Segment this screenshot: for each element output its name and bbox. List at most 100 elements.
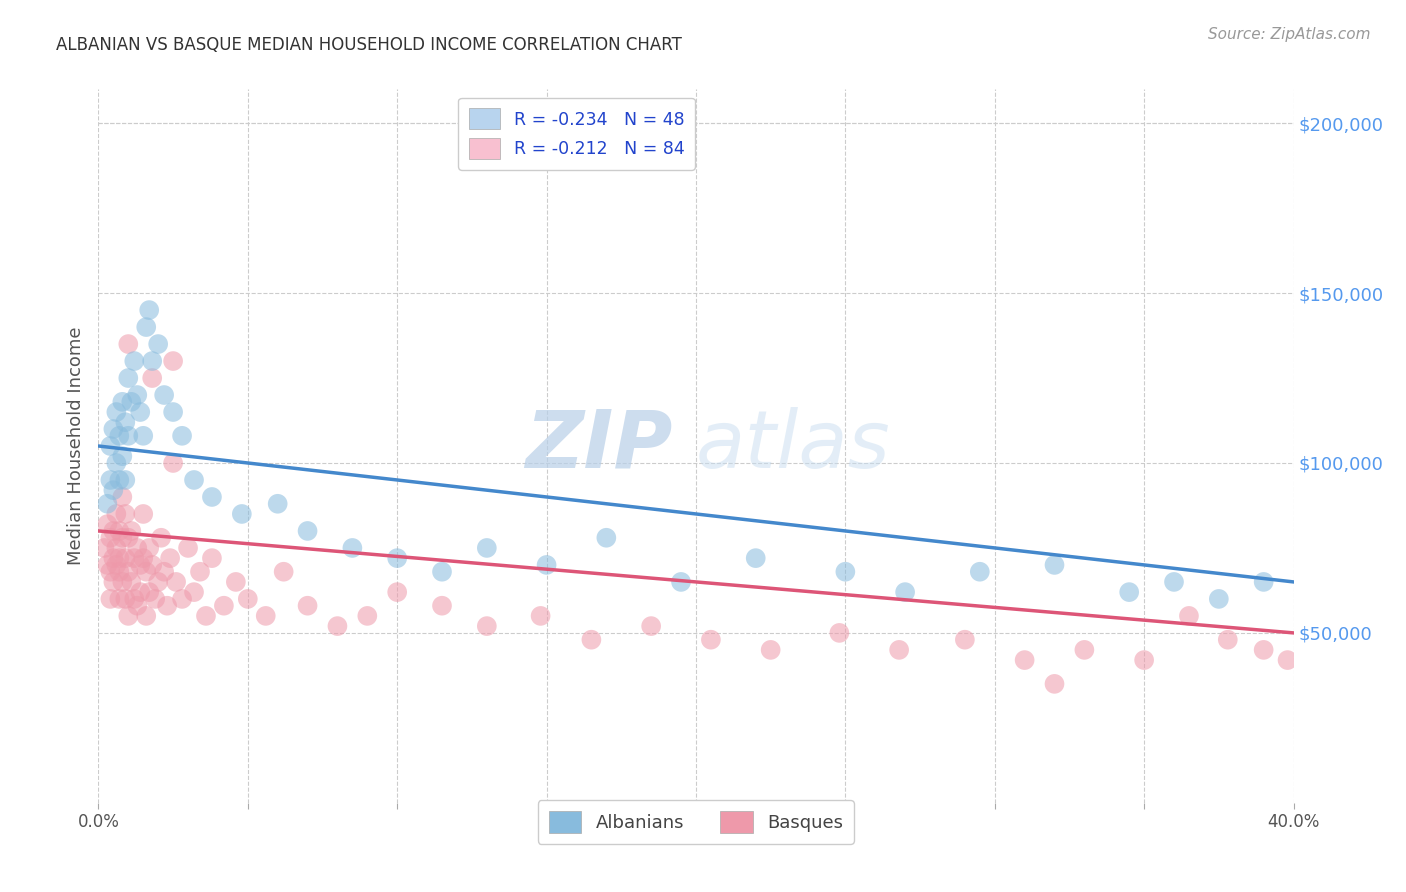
Point	[536, 558, 558, 572]
Point	[153, 565, 176, 579]
Point	[141, 371, 163, 385]
Point	[581, 632, 603, 647]
Point	[117, 337, 139, 351]
Text: ZIP: ZIP	[524, 407, 672, 485]
Point	[108, 551, 131, 566]
Point	[236, 591, 259, 606]
Point	[124, 354, 146, 368]
Point	[120, 394, 142, 409]
Point	[127, 599, 149, 613]
Point	[297, 599, 319, 613]
Point	[129, 585, 152, 599]
Point	[105, 405, 128, 419]
Point	[124, 551, 146, 566]
Point	[117, 429, 139, 443]
Text: atlas: atlas	[696, 407, 891, 485]
Point	[188, 565, 211, 579]
Point	[595, 531, 617, 545]
Point	[135, 608, 157, 623]
Point	[98, 531, 122, 545]
Point	[127, 541, 149, 555]
Point	[1043, 558, 1066, 572]
Point	[114, 507, 136, 521]
Point	[111, 531, 134, 545]
Point	[108, 429, 131, 443]
Point	[894, 585, 917, 599]
Point	[117, 531, 139, 545]
Point	[117, 608, 139, 623]
Point	[342, 541, 364, 555]
Point	[129, 558, 152, 572]
Point	[114, 551, 136, 566]
Point	[98, 439, 122, 453]
Point	[103, 574, 125, 589]
Point	[254, 608, 277, 623]
Point	[267, 497, 290, 511]
Point	[105, 507, 128, 521]
Point	[1253, 574, 1275, 589]
Point	[96, 497, 118, 511]
Point	[117, 371, 139, 385]
Point	[108, 524, 131, 538]
Point	[129, 405, 152, 419]
Point	[297, 524, 319, 538]
Point	[114, 415, 136, 429]
Point	[231, 507, 253, 521]
Point	[103, 551, 125, 566]
Point	[1133, 653, 1156, 667]
Point	[834, 565, 856, 579]
Point	[127, 388, 149, 402]
Point	[148, 574, 170, 589]
Point	[1118, 585, 1140, 599]
Point	[108, 565, 131, 579]
Point	[326, 619, 349, 633]
Point	[93, 541, 115, 555]
Legend: Albanians, Basques: Albanians, Basques	[538, 800, 853, 844]
Point	[273, 565, 295, 579]
Point	[669, 574, 692, 589]
Point	[150, 531, 173, 545]
Point	[135, 320, 157, 334]
Point	[132, 429, 155, 443]
Point	[700, 632, 723, 647]
Point	[225, 574, 247, 589]
Point	[969, 565, 991, 579]
Point	[530, 608, 553, 623]
Point	[745, 551, 768, 566]
Point	[117, 565, 139, 579]
Point	[475, 541, 498, 555]
Point	[103, 483, 125, 498]
Text: Source: ZipAtlas.com: Source: ZipAtlas.com	[1208, 27, 1371, 42]
Point	[111, 449, 134, 463]
Point	[162, 456, 184, 470]
Point	[828, 626, 851, 640]
Point	[105, 541, 128, 555]
Point	[114, 591, 136, 606]
Point	[201, 490, 224, 504]
Point	[1073, 643, 1095, 657]
Point	[141, 558, 163, 572]
Point	[120, 524, 142, 538]
Point	[430, 565, 453, 579]
Point	[108, 473, 131, 487]
Y-axis label: Median Household Income: Median Household Income	[66, 326, 84, 566]
Point	[138, 585, 160, 599]
Point	[143, 591, 166, 606]
Point	[1277, 653, 1299, 667]
Point	[385, 551, 409, 566]
Point	[103, 524, 125, 538]
Point	[111, 394, 134, 409]
Point	[1178, 608, 1201, 623]
Point	[1208, 591, 1230, 606]
Point	[195, 608, 218, 623]
Point	[141, 354, 163, 368]
Point	[1216, 632, 1239, 647]
Point	[114, 473, 136, 487]
Point	[165, 574, 187, 589]
Point	[132, 507, 155, 521]
Point	[96, 517, 118, 532]
Point	[159, 551, 181, 566]
Point	[124, 591, 146, 606]
Point	[96, 558, 118, 572]
Point	[98, 565, 122, 579]
